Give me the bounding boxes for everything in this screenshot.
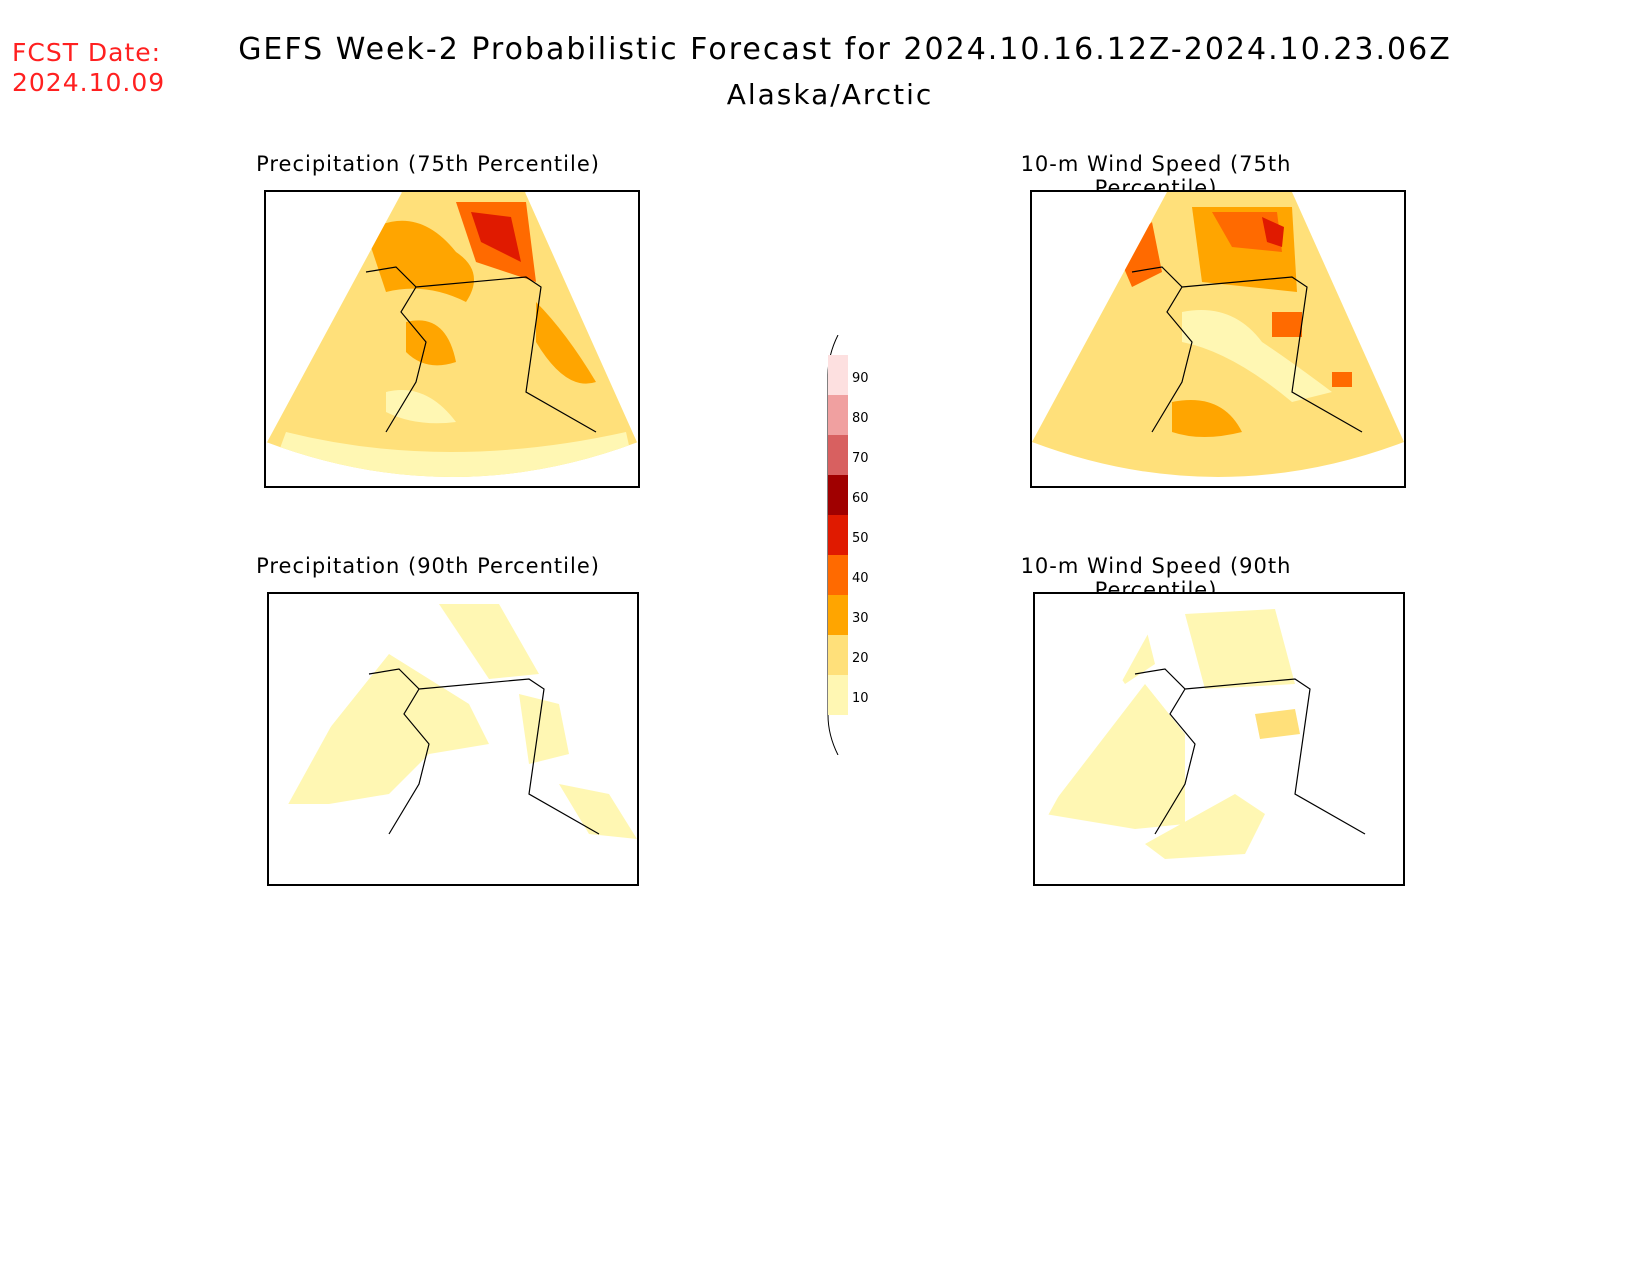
forecast-date-label: FCST Date: — [12, 38, 162, 67]
legend-label-30: 30 — [852, 611, 869, 626]
legend-label-80: 80 — [852, 411, 869, 426]
legend-label-10: 10 — [852, 691, 869, 706]
legend-label-20: 20 — [852, 651, 869, 666]
panel-title-precip75: Precipitation (75th Percentile) — [256, 152, 600, 176]
map-precipitation-90th — [267, 592, 639, 886]
map-wind-speed-90th — [1033, 592, 1405, 886]
legend-label-50: 50 — [852, 531, 869, 546]
color-legend-bar — [827, 334, 848, 756]
map-wind-speed-75th — [1030, 190, 1406, 488]
forecast-date-value: 2024.10.09 — [12, 68, 166, 97]
legend-label-90: 90 — [852, 371, 869, 386]
legend-label-60: 60 — [852, 491, 869, 506]
legend-label-40: 40 — [852, 571, 869, 586]
page-title: GEFS Week-2 Probabilistic Forecast for 2… — [238, 32, 1452, 67]
panel-title-precip90: Precipitation (90th Percentile) — [256, 554, 600, 578]
map-precipitation-75th — [264, 190, 640, 488]
panel-title-wind90: 10-m Wind Speed (90th Percentile) — [1020, 554, 1292, 602]
page-subtitle: Alaska/Arctic — [726, 78, 934, 111]
legend-label-70: 70 — [852, 451, 869, 466]
color-legend: 90 80 70 60 50 40 30 20 10 — [820, 334, 880, 756]
forecast-date-block: FCST Date: 2024.10.09 — [12, 38, 165, 98]
